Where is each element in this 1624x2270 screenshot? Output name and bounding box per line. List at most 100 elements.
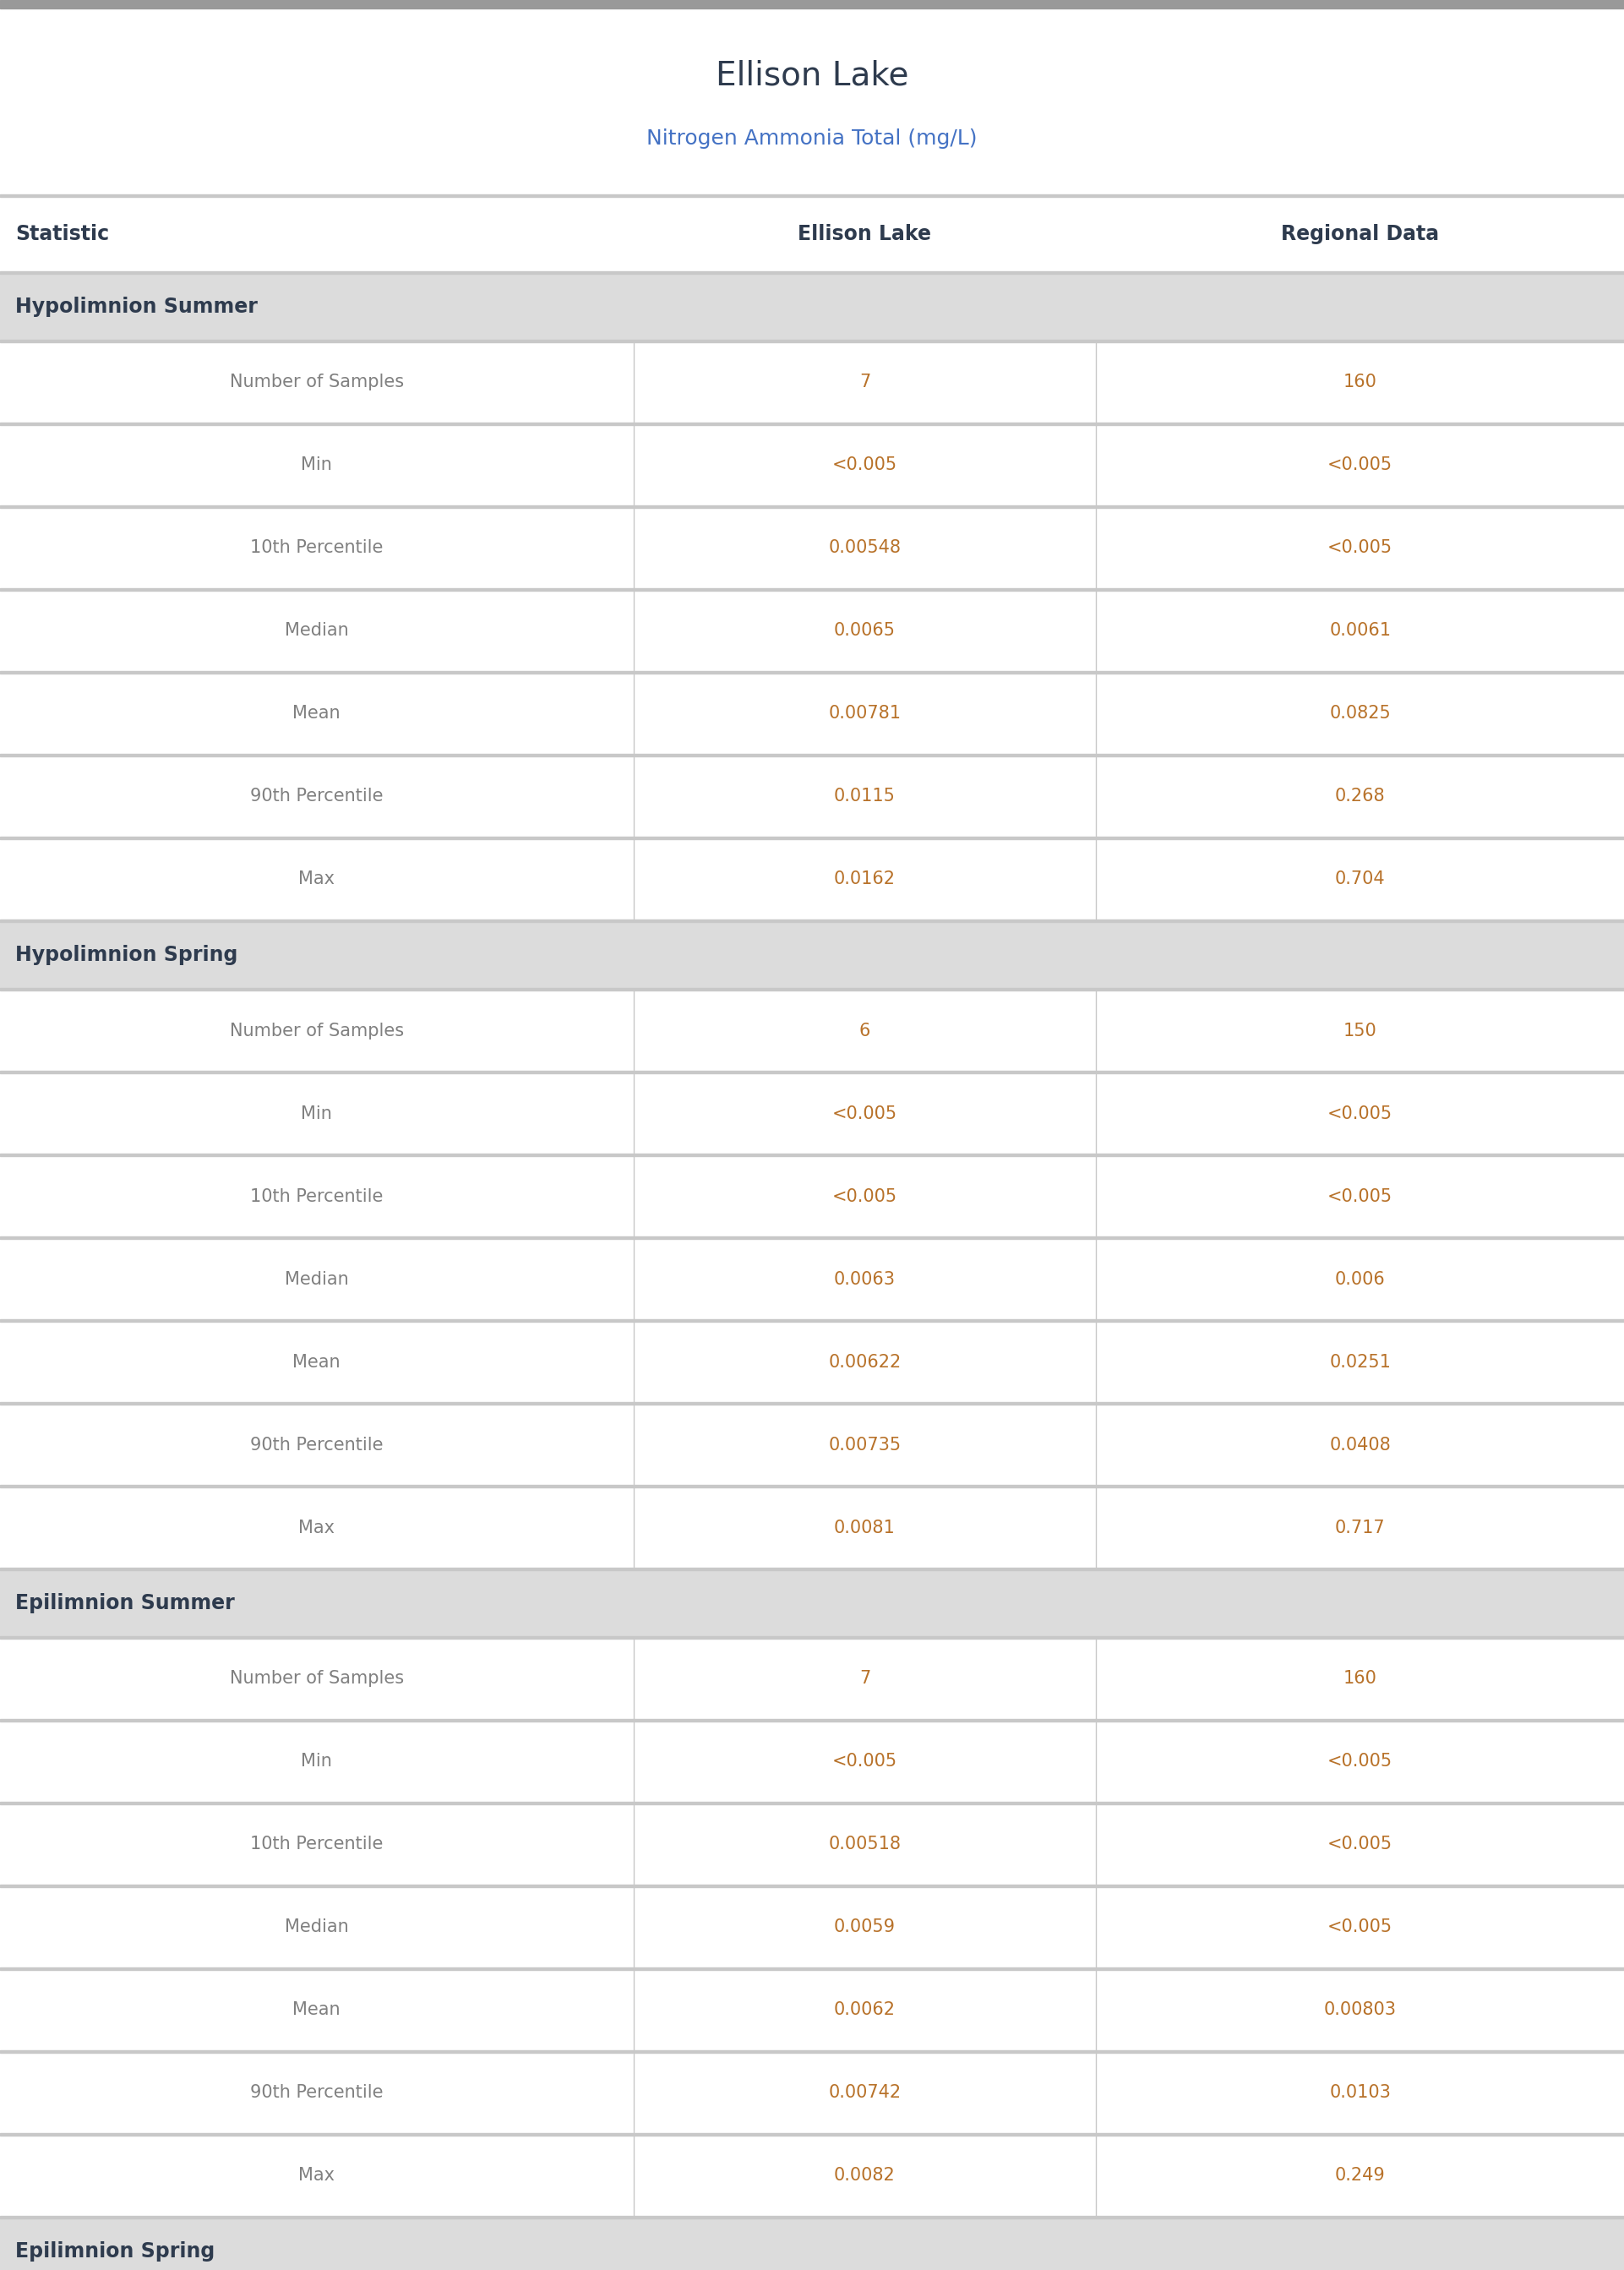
Text: 10th Percentile: 10th Percentile bbox=[250, 1187, 383, 1205]
Text: <0.005: <0.005 bbox=[831, 1105, 898, 1121]
Text: Epilimnion Spring: Epilimnion Spring bbox=[15, 2240, 214, 2261]
Text: 0.0103: 0.0103 bbox=[1330, 2084, 1390, 2102]
Text: Mean: Mean bbox=[292, 2002, 341, 2018]
Text: 0.0408: 0.0408 bbox=[1330, 1437, 1390, 1453]
Bar bbox=[0, 1074, 1624, 1153]
Bar bbox=[0, 1639, 1624, 1718]
Bar bbox=[0, 2134, 1624, 2136]
Bar bbox=[0, 1319, 1624, 1321]
Bar bbox=[0, 2052, 1624, 2134]
Text: 0.0061: 0.0061 bbox=[1330, 622, 1390, 640]
Text: <0.005: <0.005 bbox=[831, 1752, 898, 1771]
Bar bbox=[0, 1718, 1624, 1721]
Bar bbox=[0, 987, 1624, 990]
Bar bbox=[0, 1884, 1624, 1886]
Text: Epilimnion Summer: Epilimnion Summer bbox=[15, 1594, 235, 1614]
Text: 0.0063: 0.0063 bbox=[835, 1271, 895, 1287]
Text: <0.005: <0.005 bbox=[1327, 540, 1393, 556]
Bar bbox=[0, 1637, 1624, 1639]
Bar bbox=[0, 508, 1624, 588]
Text: 0.00518: 0.00518 bbox=[828, 1836, 901, 1852]
Text: 10th Percentile: 10th Percentile bbox=[250, 1836, 383, 1852]
Bar bbox=[0, 590, 1624, 672]
Bar bbox=[0, 9, 1624, 195]
Text: Number of Samples: Number of Samples bbox=[229, 1022, 404, 1040]
Text: 7: 7 bbox=[859, 1671, 870, 1687]
Text: <0.005: <0.005 bbox=[831, 1187, 898, 1205]
Bar bbox=[0, 840, 1624, 919]
Text: 0.0081: 0.0081 bbox=[835, 1519, 895, 1537]
Bar bbox=[0, 1237, 1624, 1239]
Text: 0.00803: 0.00803 bbox=[1324, 2002, 1397, 2018]
Text: Min: Min bbox=[300, 1752, 333, 1771]
Text: 0.006: 0.006 bbox=[1335, 1271, 1385, 1287]
Text: <0.005: <0.005 bbox=[1327, 1836, 1393, 1852]
Bar bbox=[0, 990, 1624, 1071]
Text: 160: 160 bbox=[1343, 1671, 1377, 1687]
Bar bbox=[0, 1153, 1624, 1155]
Bar bbox=[0, 756, 1624, 838]
Text: Mean: Mean bbox=[292, 706, 341, 722]
Text: <0.005: <0.005 bbox=[1327, 1918, 1393, 1936]
Text: 0.00781: 0.00781 bbox=[828, 706, 901, 722]
Text: 0.0162: 0.0162 bbox=[835, 872, 895, 888]
Text: Max: Max bbox=[299, 1519, 335, 1537]
Text: 90th Percentile: 90th Percentile bbox=[250, 1437, 383, 1453]
Bar bbox=[0, 2218, 1624, 2270]
Text: <0.005: <0.005 bbox=[1327, 1105, 1393, 1121]
Bar bbox=[0, 672, 1624, 674]
Bar bbox=[0, 1970, 1624, 2050]
Bar bbox=[0, 922, 1624, 987]
Bar bbox=[0, 275, 1624, 340]
Bar bbox=[0, 1155, 1624, 1237]
Text: Statistic: Statistic bbox=[15, 225, 109, 245]
Bar bbox=[0, 1968, 1624, 1970]
Text: Median: Median bbox=[284, 622, 349, 640]
Text: 0.0825: 0.0825 bbox=[1330, 706, 1390, 722]
Text: 0.249: 0.249 bbox=[1335, 2168, 1385, 2184]
Text: 90th Percentile: 90th Percentile bbox=[250, 2084, 383, 2102]
Text: Hypolimnion Summer: Hypolimnion Summer bbox=[15, 297, 258, 318]
Bar bbox=[0, 1405, 1624, 1485]
Bar bbox=[0, 2216, 1624, 2218]
Bar bbox=[0, 1805, 1624, 1884]
Bar bbox=[0, 272, 1624, 275]
Text: 150: 150 bbox=[1343, 1022, 1377, 1040]
Text: 0.0062: 0.0062 bbox=[835, 2002, 895, 2018]
Text: 0.268: 0.268 bbox=[1335, 788, 1385, 806]
Bar bbox=[0, 195, 1624, 197]
Text: Median: Median bbox=[284, 1918, 349, 1936]
Text: Regional Data: Regional Data bbox=[1281, 225, 1439, 245]
Text: Hypolimnion Spring: Hypolimnion Spring bbox=[15, 944, 237, 965]
Text: Ellison Lake: Ellison Lake bbox=[716, 59, 908, 91]
Text: <0.005: <0.005 bbox=[1327, 456, 1393, 474]
Bar bbox=[0, 506, 1624, 508]
Bar bbox=[0, 1071, 1624, 1074]
Bar bbox=[0, 197, 1624, 272]
Text: <0.005: <0.005 bbox=[831, 456, 898, 474]
Text: Max: Max bbox=[299, 2168, 335, 2184]
Text: Ellison Lake: Ellison Lake bbox=[797, 225, 932, 245]
Bar bbox=[0, 424, 1624, 506]
Text: 0.00735: 0.00735 bbox=[828, 1437, 901, 1453]
Text: Max: Max bbox=[299, 872, 335, 888]
Bar bbox=[0, 0, 1624, 9]
Text: 0.0065: 0.0065 bbox=[835, 622, 895, 640]
Text: Min: Min bbox=[300, 1105, 333, 1121]
Text: Min: Min bbox=[300, 456, 333, 474]
Text: Nitrogen Ammonia Total (mg/L): Nitrogen Ammonia Total (mg/L) bbox=[646, 129, 978, 150]
Text: 0.0082: 0.0082 bbox=[835, 2168, 895, 2184]
Text: Mean: Mean bbox=[292, 1353, 341, 1371]
Bar bbox=[0, 422, 1624, 424]
Bar bbox=[0, 1485, 1624, 1487]
Text: 0.00548: 0.00548 bbox=[828, 540, 901, 556]
Bar bbox=[0, 1487, 1624, 1569]
Bar bbox=[0, 1239, 1624, 1319]
Bar bbox=[0, 1886, 1624, 1968]
Bar bbox=[0, 343, 1624, 422]
Text: Median: Median bbox=[284, 1271, 349, 1287]
Text: 90th Percentile: 90th Percentile bbox=[250, 788, 383, 806]
Bar bbox=[0, 1403, 1624, 1405]
Text: 0.704: 0.704 bbox=[1335, 872, 1385, 888]
Text: 6: 6 bbox=[859, 1022, 870, 1040]
